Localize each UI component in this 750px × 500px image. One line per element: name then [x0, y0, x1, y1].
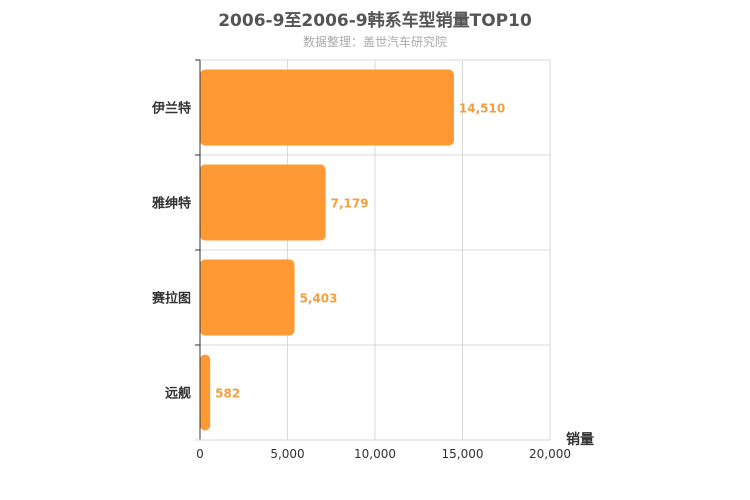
x-tick-label: 10,000 — [354, 447, 396, 461]
category-label: 伊兰特 — [151, 101, 191, 117]
data-label: 582 — [215, 387, 240, 401]
bars — [200, 69, 454, 431]
bar — [200, 69, 454, 146]
bar — [200, 354, 211, 431]
category-label: 赛拉图 — [151, 291, 191, 307]
data-label: 5,403 — [300, 292, 338, 306]
x-tick-label: 20,000 — [529, 447, 571, 461]
chart-title: 2006-9至2006-9韩系车型销量TOP10 — [218, 11, 532, 31]
labels: 伊兰特 14,510 雅绅特 7,179 赛拉图 5,403 远舰 582 0 5,000 10,0… — [151, 101, 571, 462]
x-tick-label: 0 — [196, 447, 204, 461]
chart-subtitle: 数据整理：盖世汽车研究院 — [302, 35, 447, 49]
data-label: 7,179 — [331, 197, 369, 211]
x-tick-label: 5,000 — [270, 447, 304, 461]
bar — [200, 164, 326, 241]
category-label: 远舰 — [165, 386, 191, 402]
data-label: 14,510 — [459, 102, 505, 116]
category-label: 雅绅特 — [152, 196, 191, 212]
x-tick-label: 15,000 — [442, 447, 484, 461]
axes — [195, 59, 550, 441]
x-axis-title: 销量 — [566, 431, 594, 448]
bar — [200, 259, 295, 336]
